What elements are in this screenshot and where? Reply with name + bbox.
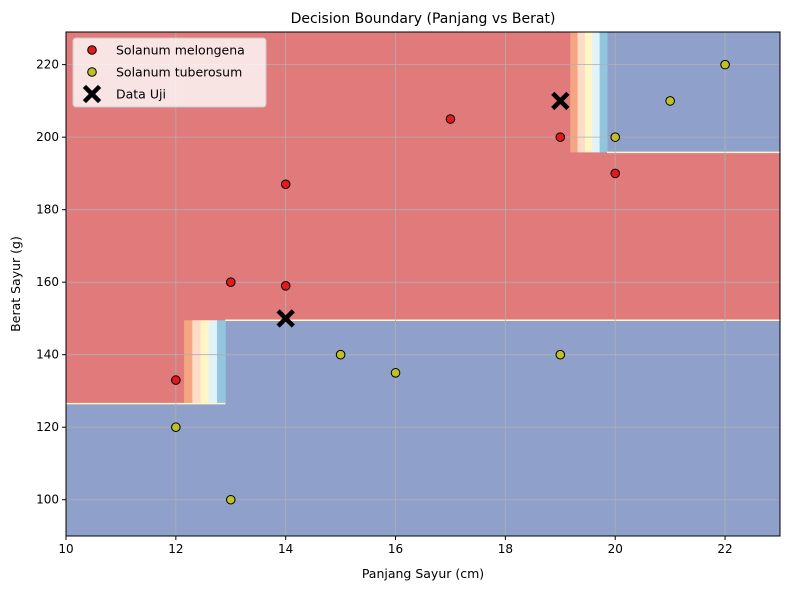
legend-marker (87, 67, 97, 77)
point-melongena (555, 132, 566, 142)
y-tick-label: 120 (36, 420, 59, 434)
y-axis-label: Berat Sayur (g) (8, 236, 23, 332)
point-tuberosum (610, 132, 621, 142)
point-melongena (280, 281, 291, 291)
transition-stripe (217, 320, 226, 404)
x-tick-label: 18 (498, 542, 513, 556)
y-tick-label: 180 (36, 203, 59, 217)
transition-stripe (577, 32, 586, 153)
y-tick-label: 160 (36, 275, 59, 289)
point-tuberosum (171, 422, 181, 433)
y-tick-label: 140 (36, 348, 59, 362)
x-tick-label: 20 (608, 542, 623, 556)
plot-frame (65, 31, 781, 537)
transition-stripe (570, 32, 579, 153)
x-tick-label: 16 (388, 542, 403, 556)
point-melongena (280, 179, 291, 190)
transition-stripe (184, 320, 193, 404)
y-axis-ticks: 100 120 140 160 180 200 220 (36, 58, 66, 507)
x-tick-label: 22 (717, 542, 732, 556)
x-tick-label: 10 (58, 542, 73, 556)
x-axis-label: Panjang Sayur (cm) (362, 566, 484, 581)
grid-lines (65, 32, 780, 536)
point-tuberosum (720, 59, 730, 70)
y-tick-label: 220 (36, 58, 59, 72)
x-tick-label: 14 (278, 542, 293, 556)
x-tick-label: 12 (168, 542, 183, 556)
legend: Solanum melongena Solanum tuberosum Data U… (72, 37, 267, 108)
data-points (171, 59, 730, 505)
transition-stripe (200, 320, 210, 404)
transition-stripe (208, 320, 218, 404)
point-tuberosum (335, 349, 346, 360)
legend-marker (87, 45, 97, 55)
point-tuberosum (390, 368, 401, 378)
point-test (276, 309, 295, 328)
y-tick-label: 200 (36, 130, 59, 144)
point-melongena (445, 114, 456, 124)
decision-regions (66, 32, 780, 536)
transition-band-left (184, 320, 226, 404)
point-melongena (610, 168, 621, 179)
chart-title: Decision Boundary (Panjang vs Berat) (291, 11, 556, 27)
point-tuberosum (555, 349, 566, 360)
point-tuberosum (665, 96, 675, 106)
point-melongena (225, 277, 236, 287)
legend-label: Data Uji (116, 87, 166, 102)
transition-band-top (570, 32, 608, 153)
point-tuberosum (225, 494, 236, 505)
x-axis-ticks: 10 12 14 16 18 20 22 (58, 536, 733, 556)
legend-label: Solanum melongena (116, 43, 245, 58)
point-melongena (171, 375, 181, 385)
transition-stripe (192, 320, 202, 404)
transition-stripe (592, 32, 601, 153)
region-melongena (66, 32, 780, 404)
legend-label: Solanum tuberosum (116, 65, 242, 80)
legend-box (72, 37, 267, 108)
legend-marker (82, 84, 102, 104)
y-tick-label: 100 (36, 493, 59, 507)
transition-stripe (584, 32, 593, 153)
transition-stripe (599, 32, 608, 153)
point-test (551, 91, 570, 111)
